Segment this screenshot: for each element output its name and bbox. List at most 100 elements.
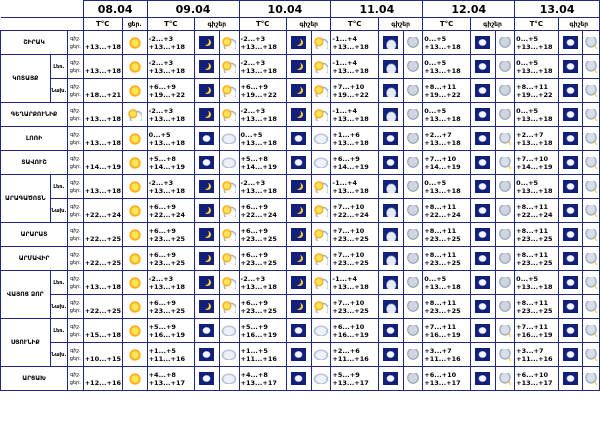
- night-weather: [557, 30, 584, 55]
- night-temp: +2...+6: [332, 346, 360, 355]
- weather-cell: [121, 102, 148, 127]
- storm-cloud-icon: [497, 156, 512, 169]
- temp-values: +2...+7 +13...+18: [514, 126, 559, 151]
- night-temp: 0...+5: [148, 130, 171, 139]
- sun-cloud-icon: [314, 276, 329, 289]
- night-snow-icon: [562, 108, 578, 121]
- day-temp: +22...+24: [424, 210, 461, 219]
- night-temp: +1...+6: [332, 130, 360, 139]
- day-temp: +23...+25: [148, 258, 186, 267]
- night-cloud-icon: [383, 204, 399, 217]
- moon-icon: [291, 36, 307, 49]
- day-temp: +13...+18: [424, 66, 461, 75]
- moon-icon: [199, 60, 215, 73]
- night-abbr: գիշ.: [70, 227, 81, 234]
- night-temp: +7...+10: [332, 202, 365, 211]
- day-abbr: ցեր.: [69, 331, 81, 338]
- moon-icon: [291, 60, 307, 73]
- day-temp: +13...+18: [424, 114, 461, 123]
- rain-cloud-icon: [405, 180, 420, 193]
- table-row: Նախ. գիշ. ցեր. +10...+15 +1...+5 +11...+16 +1.…: [1, 342, 600, 367]
- sun-cloud-icon: [314, 84, 329, 97]
- day-abbr: ցեր.: [69, 115, 81, 122]
- day-abbr: ցեր.: [69, 259, 81, 266]
- night-temp: 0...+5: [424, 34, 447, 43]
- day-temp: +13...+18: [332, 42, 369, 51]
- region-name: ԼՈՌԻ: [0, 126, 69, 151]
- storm-cloud-icon: [584, 84, 599, 97]
- sun-icon: [128, 252, 141, 265]
- temp-values: -1...+4 +13...+18: [330, 174, 379, 199]
- region-name: ԱՐԱՐԱՏ: [0, 222, 69, 247]
- night-temp: +3...+7: [516, 346, 544, 355]
- night-weather: [557, 318, 584, 343]
- night-weather: [469, 246, 496, 271]
- sun-icon: [128, 300, 141, 313]
- night-weather: [377, 246, 404, 271]
- storm-cloud-icon: [584, 156, 599, 169]
- day-temp: +13...+18: [148, 138, 186, 147]
- date-header: 08.04: [82, 0, 148, 18]
- weather-cell: [121, 318, 148, 343]
- sun-icon: [128, 372, 141, 385]
- night-temp: +7...+10: [424, 154, 457, 163]
- day-weather: [310, 294, 332, 319]
- day-temp: +23...+25: [424, 234, 461, 243]
- temp-values: +8...+11 +23...+25: [422, 294, 471, 319]
- rain-cloud-icon: [405, 60, 420, 73]
- night-temp: -2...+3: [148, 34, 174, 43]
- night-temp: +2...+7: [516, 130, 544, 139]
- storm-cloud-icon: [497, 324, 512, 337]
- day-temp: +23...+25: [332, 306, 369, 315]
- day-temp: +13...+18: [240, 186, 277, 195]
- night-temp: +7...+10: [516, 154, 549, 163]
- rain-cloud-icon: [497, 276, 512, 289]
- night-weather: [557, 54, 584, 79]
- weather-cell: [121, 294, 148, 319]
- storm-cloud-icon: [497, 132, 512, 145]
- temp-values: +7...+10 +23...+25: [330, 294, 379, 319]
- table-row: ԱՐԱԳԱԾՈՏՆ Լեռ. գիշ. ցեր. +13...+18 -2...+3 +13…: [0, 174, 600, 223]
- sun-cloud-icon: [222, 36, 237, 49]
- night-weather: [285, 102, 312, 127]
- night-weather: [557, 78, 584, 103]
- region-name: ԿՈՏԱՅՔ: [0, 54, 51, 103]
- daypart-labels: գիշ. ցեր.: [67, 78, 84, 103]
- night-abbr: գիշ.: [70, 251, 81, 258]
- day-temp: +13...+18: [84, 42, 122, 51]
- storm-cloud-icon: [497, 348, 512, 361]
- night-temp: -2...+3: [240, 106, 266, 115]
- night-weather: [285, 222, 312, 247]
- day-temp: +13...+18: [424, 186, 461, 195]
- night-snow-icon: [475, 132, 491, 145]
- region-name: ԱՐԱԳԱԾՈՏՆ: [0, 174, 51, 223]
- storm-cloud-icon: [584, 348, 599, 361]
- moon-icon: [199, 204, 215, 217]
- night-weather: [469, 270, 496, 295]
- night-temp: -2...+3: [148, 274, 174, 283]
- zone-label: Նախ.: [49, 294, 69, 319]
- weather-cell: [121, 246, 148, 271]
- day-temp: +13...+18: [332, 114, 369, 123]
- storm-cloud-icon: [584, 36, 599, 49]
- temp-values: +6...+9 +23...+25: [146, 246, 196, 271]
- temp-header: T°C: [422, 17, 471, 31]
- temp-values: 0...+5 +13...+18: [238, 126, 287, 151]
- day-abbr: ցեր.: [69, 379, 81, 386]
- temp-values: 0...+5 +13...+18: [514, 54, 559, 79]
- temp-values: +7...+11 +16...+19: [514, 318, 559, 343]
- night-weather: [285, 126, 312, 151]
- sun-cloud-icon: [314, 60, 329, 73]
- night-weather: [469, 78, 496, 103]
- day-abbr: ցեր.: [69, 139, 81, 146]
- day-weather: [582, 366, 600, 391]
- night-weather: [557, 294, 584, 319]
- sun-cloud-icon: [314, 180, 329, 193]
- sun-cloud-icon: [222, 300, 237, 313]
- night-weather: [285, 294, 312, 319]
- table-row: ԿՈՏԱՅՔ Լեռ. գիշ. ցեր. +13...+18 -2...+3 +13...…: [0, 54, 600, 103]
- night-temp: +7...+10: [332, 82, 365, 91]
- day-temp: +23...+25: [332, 234, 369, 243]
- temp-values: +7...+10 +22...+24: [330, 198, 379, 223]
- night-abbr: գիշ.: [70, 83, 81, 90]
